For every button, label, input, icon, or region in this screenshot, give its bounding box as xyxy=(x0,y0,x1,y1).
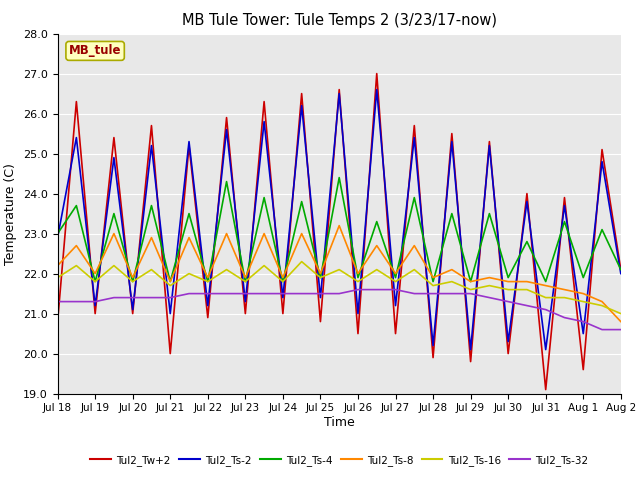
Legend: Tul2_Tw+2, Tul2_Ts-2, Tul2_Ts-4, Tul2_Ts-8, Tul2_Ts-16, Tul2_Ts-32: Tul2_Tw+2, Tul2_Ts-2, Tul2_Ts-4, Tul2_Ts… xyxy=(86,451,593,470)
Y-axis label: Temperature (C): Temperature (C) xyxy=(4,163,17,264)
X-axis label: Time: Time xyxy=(324,416,355,429)
Title: MB Tule Tower: Tule Temps 2 (3/23/17-now): MB Tule Tower: Tule Temps 2 (3/23/17-now… xyxy=(182,13,497,28)
Text: MB_tule: MB_tule xyxy=(69,45,122,58)
